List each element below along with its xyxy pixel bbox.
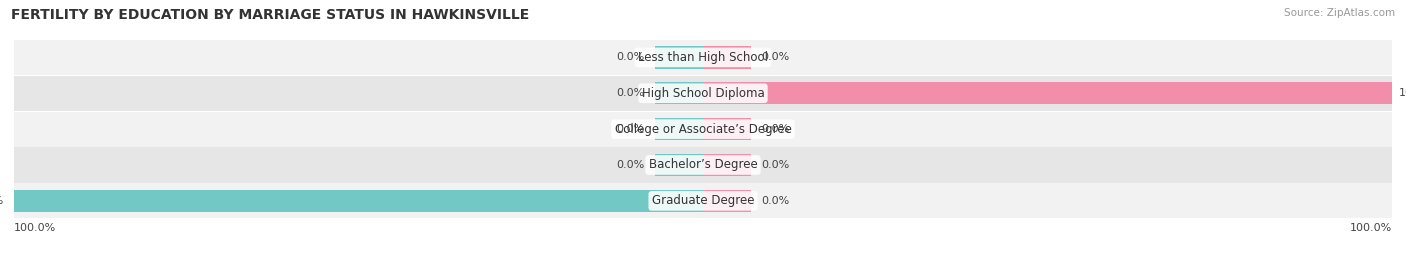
Text: 0.0%: 0.0% — [762, 124, 790, 134]
Text: Less than High School: Less than High School — [638, 51, 768, 64]
Bar — [703, 190, 751, 212]
Text: 0.0%: 0.0% — [616, 160, 644, 170]
Bar — [655, 154, 703, 176]
Bar — [655, 82, 703, 104]
Bar — [703, 82, 1392, 104]
Text: 0.0%: 0.0% — [616, 88, 644, 98]
Bar — [655, 46, 703, 69]
Text: High School Diploma: High School Diploma — [641, 87, 765, 100]
Bar — [14, 147, 1392, 183]
Text: 100.0%: 100.0% — [1350, 223, 1392, 233]
Text: 0.0%: 0.0% — [762, 160, 790, 170]
Bar — [703, 46, 751, 69]
Text: 0.0%: 0.0% — [762, 52, 790, 62]
Text: Graduate Degree: Graduate Degree — [652, 194, 754, 207]
Bar — [14, 183, 1392, 218]
Text: 0.0%: 0.0% — [0, 196, 4, 206]
Text: College or Associate’s Degree: College or Associate’s Degree — [614, 123, 792, 136]
Bar — [703, 154, 751, 176]
Bar — [14, 76, 1392, 111]
Bar — [14, 112, 1392, 147]
Text: Source: ZipAtlas.com: Source: ZipAtlas.com — [1284, 8, 1395, 18]
Bar — [14, 190, 703, 212]
Text: 0.0%: 0.0% — [616, 124, 644, 134]
Text: 100.0%: 100.0% — [14, 223, 56, 233]
Bar — [14, 40, 1392, 75]
Bar — [655, 118, 703, 140]
Text: FERTILITY BY EDUCATION BY MARRIAGE STATUS IN HAWKINSVILLE: FERTILITY BY EDUCATION BY MARRIAGE STATU… — [11, 8, 530, 22]
Text: 0.0%: 0.0% — [616, 52, 644, 62]
Text: 100.0%: 100.0% — [1399, 88, 1406, 98]
Text: Bachelor’s Degree: Bachelor’s Degree — [648, 158, 758, 171]
Text: 0.0%: 0.0% — [762, 196, 790, 206]
Bar — [703, 118, 751, 140]
